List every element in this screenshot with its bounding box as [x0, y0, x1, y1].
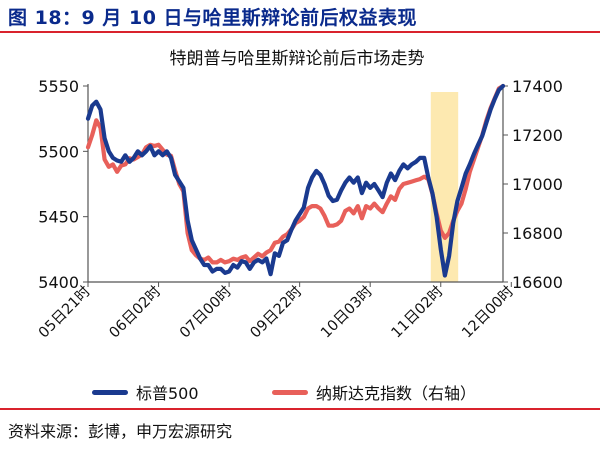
legend-label-sp500: 标普500	[136, 384, 199, 403]
legend-swatch-sp500	[92, 389, 128, 395]
source-note: 资料来源：彭博，申万宏源研究	[8, 422, 233, 441]
x-tick-label: 09日22时	[247, 283, 306, 342]
legend-label-nasdaq: 纳斯达克指数（右轴）	[316, 384, 477, 403]
y-left-tick-label: 5400	[38, 273, 79, 292]
y-right-tick-label: 16800	[512, 224, 563, 243]
y-left-tick-label: 5450	[38, 208, 79, 227]
chart-title: 特朗普与哈里斯辩论前后市场走势	[170, 49, 425, 69]
y-right-tick-label: 16600	[512, 273, 563, 292]
figure-title: 图 18：9 月 10 日与哈里斯辩论前后权益表现	[8, 7, 418, 29]
x-tick-label: 06日02时	[106, 283, 165, 342]
y-right-tick-label: 17000	[512, 175, 563, 194]
legend-item-sp500: 标普500	[92, 380, 199, 404]
x-tick-label: 10日03时	[317, 283, 376, 342]
x-tick-label: 12日00时	[459, 283, 518, 342]
title-rule	[0, 31, 600, 33]
source-rule	[0, 408, 600, 410]
x-tick-label: 07日00时	[176, 283, 235, 342]
y-left-tick-label: 5550	[38, 77, 79, 96]
chart-legend: 标普500 纳斯达克指数（右轴）	[0, 380, 600, 404]
line-chart: 特朗普与哈里斯辩论前后市场走势 5400 5450 5500 5550 16600 168…	[35, 49, 563, 342]
y-left-tick-label: 5500	[38, 142, 79, 161]
legend-item-nasdaq: 纳斯达克指数（右轴）	[272, 380, 476, 404]
y-right-tick-label: 17200	[512, 126, 563, 145]
debate-highlight-band	[430, 92, 459, 282]
legend-swatch-nasdaq	[272, 389, 308, 395]
x-tick-label: 11日02时	[388, 283, 447, 342]
y-right-tick-label: 17400	[512, 77, 563, 96]
sp500-line	[85, 83, 506, 278]
